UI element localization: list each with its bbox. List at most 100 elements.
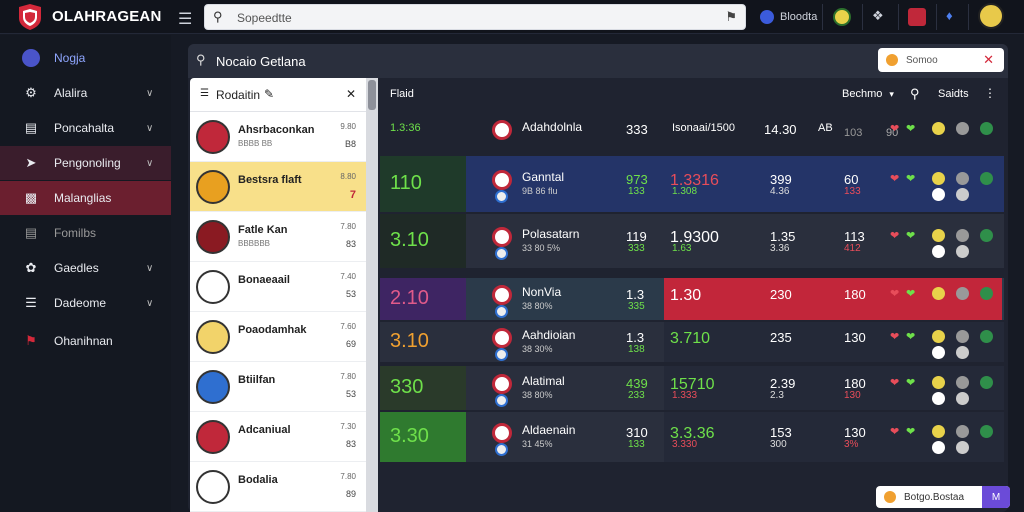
sidebar-item-7[interactable]: ☰ Dadeome ∨ [0, 286, 171, 320]
shield-blue-icon[interactable]: ♦ [946, 8, 953, 23]
scrollbar[interactable] [366, 78, 378, 512]
footer-button[interactable]: M [982, 486, 1010, 508]
sidebar-item-4[interactable]: ▩ Malanglias [0, 181, 171, 215]
team-badge-icon[interactable] [932, 441, 945, 454]
search-input[interactable]: Sopeedtte [237, 11, 292, 25]
team-badge-icon[interactable] [932, 229, 945, 242]
search-bar[interactable]: ⚲ Sopeedtte ⚑ [204, 4, 746, 30]
team-badge-icon[interactable] [932, 376, 945, 389]
team-badge-icon[interactable] [932, 172, 945, 185]
heart-icon[interactable]: ❤ [890, 173, 900, 185]
table-row[interactable]: 3.10 Polasatarn 33 80 5% 119 333 1.9300 … [380, 214, 1004, 268]
list-item[interactable]: Poaodamhak 7.60 69 [190, 312, 366, 362]
team-badge-icon[interactable] [932, 425, 945, 438]
heart-icon[interactable]: ❤ [906, 331, 916, 343]
heart-icon[interactable]: ❤ [890, 426, 900, 438]
list-item[interactable]: Ahsrbaconkan BBBB BB 9.80 B8 [190, 112, 366, 162]
team-badge-icon[interactable] [980, 376, 993, 389]
search-icon[interactable]: ⚲ [910, 86, 920, 101]
team-badge-icon[interactable] [932, 346, 945, 359]
sidebar-item-1[interactable]: ⚙ Alalira ∨ [0, 76, 171, 110]
team-badge-icon[interactable] [956, 229, 969, 242]
heart-icon[interactable]: ❤ [906, 288, 916, 300]
team-badge-icon[interactable] [932, 188, 945, 201]
heart-icon[interactable]: ❤ [906, 123, 916, 135]
table-row[interactable]: 3.30 Aldaenain 31 45% 310 133 3.3.36 3.3… [380, 412, 1004, 462]
heart-icon[interactable]: ❤ [890, 377, 900, 389]
sidebar-item-8[interactable]: ⚑ Ohanihnan [0, 324, 171, 358]
team-badge-icon[interactable] [932, 122, 945, 135]
team-badge-icon[interactable] [956, 188, 969, 201]
team-badge-icon[interactable] [980, 172, 993, 185]
team-badge-icon[interactable] [956, 376, 969, 389]
search-icon[interactable]: ⚲ [196, 52, 206, 67]
scrollbar-thumb[interactable] [368, 80, 376, 110]
list-item[interactable]: Bestsra flaft 8.80 7 [190, 162, 366, 212]
list-item[interactable]: Bodalia 7.80 89 [190, 462, 366, 512]
team-badge-icon[interactable] [932, 287, 945, 300]
table-row[interactable]: 2.10 NonVia 38 80% 1.3 335 1.30 230 180 … [380, 278, 1004, 320]
heart-icon[interactable]: ❤ [890, 230, 900, 242]
table-row[interactable]: 1.3:36 Adahdolnla 333 Isonaai/1500 14.30… [380, 114, 1004, 154]
sort-dropdown[interactable]: Bechmo ▾ [842, 88, 894, 100]
heart-icon[interactable]: ❤ [906, 173, 916, 185]
more-icon[interactable]: ⋮ [984, 86, 996, 100]
list-item[interactable]: Btiilfan 7.80 53 [190, 362, 366, 412]
team-badge-icon[interactable] [956, 425, 969, 438]
brand-logo-icon[interactable] [16, 4, 44, 30]
account-pill[interactable]: Somoo ✕ [878, 48, 1004, 72]
club-crest-icon[interactable] [908, 8, 926, 26]
team-badge-icon[interactable] [956, 346, 969, 359]
team-badge-icon[interactable] [980, 287, 993, 300]
list-item[interactable]: Adcaniual 7.30 83 [190, 412, 366, 462]
team-badge-icon[interactable] [980, 425, 993, 438]
team-badge-icon[interactable] [956, 392, 969, 405]
heart-icon[interactable]: ❤ [906, 230, 916, 242]
team-badge-icon[interactable] [980, 122, 993, 135]
heart-icon[interactable]: ❤ [890, 288, 900, 300]
cell-value: 1.3316 [670, 172, 719, 189]
team-badge-icon[interactable] [932, 392, 945, 405]
sidebar-item-2[interactable]: ▤ Poncahalta ∨ [0, 111, 171, 145]
sidebar-item-0[interactable]: Nogja [0, 41, 171, 75]
list-item[interactable]: Bonaeaail 7.40 53 [190, 262, 366, 312]
team-badge-icon[interactable] [956, 330, 969, 343]
heart-icon[interactable]: ❤ [906, 426, 916, 438]
cell-value: 2.39 [770, 376, 796, 391]
team-badge-icon[interactable] [956, 441, 969, 454]
team-badge-icon[interactable] [956, 287, 969, 300]
table-row[interactable]: 3.10 Aahdioian 38 30% 1.3 138 3.710 235 … [380, 322, 1004, 362]
footer-label: Botgo.Bostaa [904, 491, 965, 503]
close-icon[interactable]: ✕ [345, 87, 356, 101]
highlight-block [664, 278, 1002, 320]
sidebar-item-6[interactable]: ✿ Gaedles ∨ [0, 251, 171, 285]
team-badge-icon[interactable] [833, 8, 851, 26]
avatar[interactable] [978, 3, 1004, 29]
user-menu[interactable]: Bloodta [760, 7, 817, 27]
team-badge-icon[interactable] [932, 330, 945, 343]
score: 3.30 [390, 425, 429, 447]
table-row[interactable]: 330 Alatimal 38 80% 439 233 15710 1.333 … [380, 366, 1004, 410]
list-item[interactable]: Fatle Kan BBBBBB 7.80 83 [190, 212, 366, 262]
sidebar-item-3[interactable]: ➤ Pengonoling ∨ [0, 146, 171, 180]
hamburger-menu-icon[interactable]: ☰ [178, 11, 193, 28]
team-badge-icon[interactable] [980, 330, 993, 343]
score: 1.3:36 [390, 122, 421, 134]
filter-label[interactable]: Saidts [938, 88, 969, 100]
heart-icon[interactable]: ❤ [906, 377, 916, 389]
close-icon[interactable]: ✕ [983, 52, 994, 67]
puzzle-icon[interactable]: ❖ [872, 8, 884, 23]
sidebar-item-5[interactable]: ▤ Fomilbs [0, 216, 171, 250]
sidebar-item-label: Malanglias [54, 191, 112, 205]
filter-icon[interactable]: ⚑ [725, 9, 737, 24]
team-badge-icon[interactable] [980, 229, 993, 242]
team-badge-icon[interactable] [956, 122, 969, 135]
team-badge-icon[interactable] [956, 172, 969, 185]
edit-icon[interactable]: ✎ [264, 87, 275, 101]
table-row[interactable]: 110 Ganntal 9B 86 flu 973 133 1.3316 1.3… [380, 156, 1004, 212]
heart-icon[interactable]: ❤ [890, 331, 900, 343]
footer-bar[interactable]: Botgo.Bostaa M [876, 486, 1010, 508]
team-badge-icon[interactable] [956, 245, 969, 258]
heart-icon[interactable]: ❤ [890, 123, 900, 135]
team-badge-icon[interactable] [932, 245, 945, 258]
